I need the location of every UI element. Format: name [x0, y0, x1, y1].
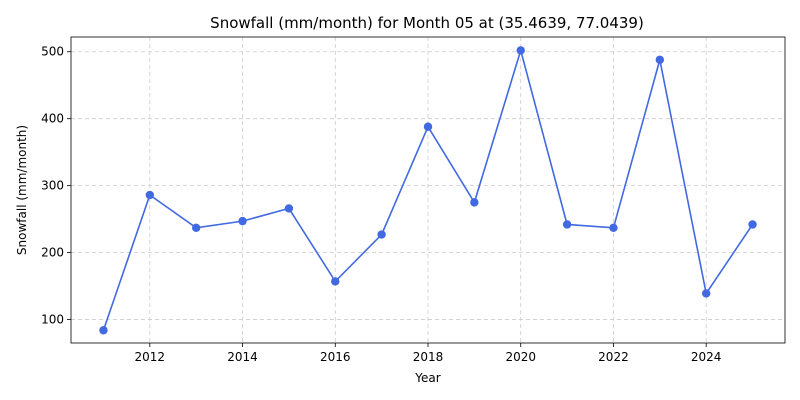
x-tick-label: 2016: [320, 350, 351, 364]
y-axis-label: Snowfall (mm/month): [15, 125, 29, 255]
data-point: [470, 198, 479, 207]
x-tick-label: 2020: [505, 350, 536, 364]
data-point: [701, 289, 711, 298]
data-point: [284, 204, 294, 213]
data-point: [423, 122, 433, 131]
data-point: [238, 216, 247, 226]
grid: [71, 37, 785, 343]
data-point: [516, 46, 525, 55]
x-tick-label: 2014: [227, 350, 258, 364]
y-tick-label: 100: [41, 313, 64, 327]
x-tick-label: 2012: [135, 350, 166, 364]
data-point: [331, 277, 340, 286]
data-point: [145, 190, 155, 200]
axis-ticks: 2012 2014 2016 2018 2020 2022 2024 100 200 300 400…: [41, 45, 721, 364]
data-point: [609, 223, 618, 233]
y-tick-label: 300: [41, 179, 64, 193]
data-point: [191, 223, 201, 233]
series-line: [102, 47, 754, 331]
x-tick-label: 2018: [413, 350, 444, 364]
x-tick-label: 2024: [691, 350, 722, 364]
data-point: [655, 55, 665, 64]
x-tick-label: 2022: [598, 350, 629, 364]
y-tick-label: 500: [41, 45, 64, 59]
chart-title: Snowfall (mm/month) for Month 05 at (35.…: [210, 14, 644, 32]
data-point: [377, 230, 386, 239]
x-axis-label: Year: [414, 371, 440, 385]
data-point: [562, 220, 572, 229]
y-tick-label: 200: [41, 246, 64, 260]
series-layer: [99, 46, 757, 335]
y-tick-label: 400: [41, 112, 64, 126]
data-point: [748, 220, 757, 229]
data-point: [99, 326, 108, 335]
